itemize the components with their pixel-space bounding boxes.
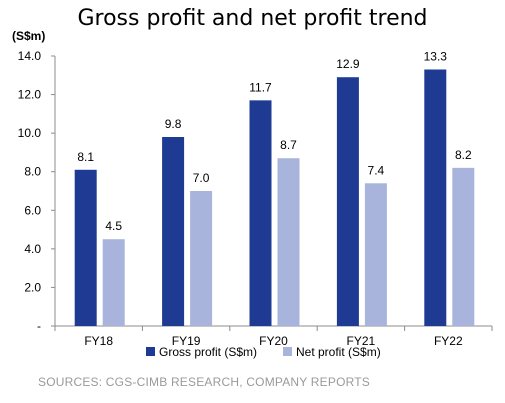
y-tick-label: 8.0 [24, 165, 41, 179]
net-profit-data-label: 8.2 [455, 148, 472, 162]
gross-profit-legend-swatch [146, 347, 155, 356]
gross-profit-bar [424, 69, 447, 326]
gross-profit-data-label: 13.3 [424, 50, 448, 64]
net-profit-bar [364, 183, 387, 326]
net-profit-data-label: 8.7 [280, 138, 297, 152]
gross-profit-data-label: 9.8 [165, 117, 182, 131]
y-tick-label: 4.0 [24, 242, 41, 256]
x-tick-label: FY18 [84, 334, 113, 348]
y-tick-label: 6.0 [24, 203, 41, 217]
y-tick-label: - [37, 319, 41, 333]
net-profit-data-label: 7.4 [368, 163, 385, 177]
gross-profit-bar [162, 137, 185, 326]
x-tick-label: FY21 [347, 334, 376, 348]
y-tick-label: 2.0 [24, 280, 41, 294]
net-profit-bar [277, 158, 300, 326]
net-profit-legend-label: Net profit (S$m) [296, 345, 381, 359]
gross-profit-bar [74, 169, 97, 326]
x-tick-label: FY20 [259, 334, 288, 348]
net-profit-legend-swatch [283, 347, 292, 356]
net-profit-bar [452, 167, 475, 326]
net-profit-data-label: 7.0 [193, 171, 210, 185]
net-profit-data-label: 4.5 [105, 219, 122, 233]
net-profit-bar [102, 239, 125, 326]
gross-profit-bar [249, 100, 272, 326]
y-axis-unit-label: (S$m) [12, 29, 45, 43]
y-tick-label: 10.0 [18, 126, 42, 140]
gross-profit-legend-label: Gross profit (S$m) [159, 345, 257, 359]
gross-profit-data-label: 8.1 [77, 150, 94, 164]
y-tick-label: 12.0 [18, 88, 42, 102]
net-profit-bar [190, 191, 213, 326]
x-tick-label: FY22 [434, 334, 463, 348]
gross-profit-bar [336, 77, 359, 326]
source-note: SOURCES: CGS-CIMB RESEARCH, COMPANY REPO… [38, 375, 370, 389]
gross-profit-data-label: 11.7 [249, 80, 272, 94]
gross-profit-data-label: 12.9 [336, 57, 360, 71]
x-tick-label: FY19 [172, 334, 201, 348]
chart-title: Gross profit and net profit trend [77, 6, 428, 31]
y-tick-label: 14.0 [18, 49, 42, 63]
